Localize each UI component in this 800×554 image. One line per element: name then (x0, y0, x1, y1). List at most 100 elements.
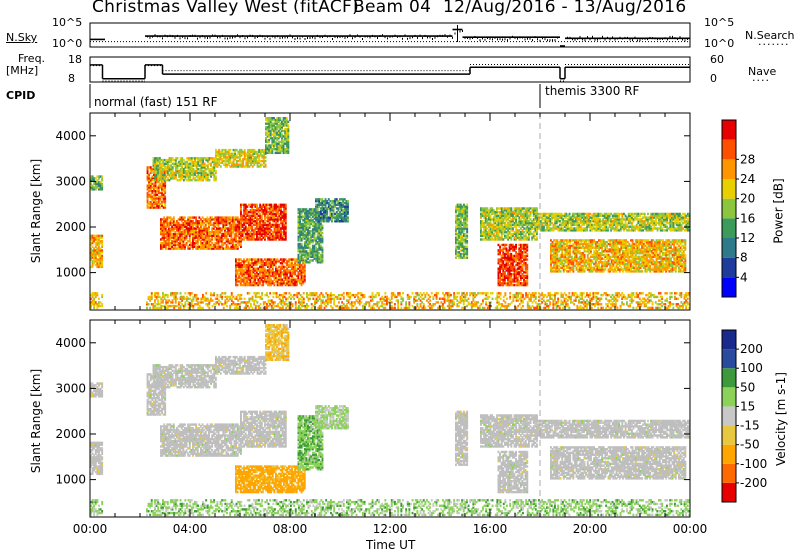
power-cell (251, 148, 254, 152)
power-cell (343, 209, 346, 212)
power-cell (291, 260, 293, 263)
power-cell (254, 221, 257, 225)
power-cell (318, 228, 321, 231)
power-cell (259, 212, 262, 216)
power-cell (335, 198, 338, 201)
power-cell (277, 151, 280, 155)
power-cell (244, 271, 247, 274)
power-cell (315, 237, 317, 240)
power-cell (307, 210, 309, 213)
power-cell (289, 283, 292, 287)
power-cell (263, 156, 265, 159)
power-cell (196, 245, 199, 248)
power-cell (278, 272, 281, 276)
power-cell (315, 250, 317, 253)
power-cell (292, 283, 295, 287)
power-cell (148, 186, 151, 189)
power-cell (268, 149, 271, 153)
power-cell (235, 238, 238, 241)
power-cell (232, 158, 235, 161)
power-cell (193, 227, 196, 230)
power-cell (267, 269, 269, 272)
power-cell (313, 222, 316, 226)
power-cell (253, 159, 256, 163)
power-cell (260, 234, 263, 238)
power-cell (161, 200, 163, 204)
power-cell (146, 188, 149, 191)
power-cell (179, 241, 182, 245)
power-cell (200, 232, 202, 236)
power-cell (193, 241, 196, 245)
power-cell (287, 144, 290, 147)
power-cell (172, 238, 175, 241)
power-cell (213, 173, 216, 176)
power-cell (192, 225, 194, 228)
power-cell (232, 227, 234, 230)
power-cell (198, 216, 201, 219)
power-cell (243, 212, 246, 216)
power-cell (271, 147, 274, 151)
power-cell (315, 251, 317, 255)
power-cell (236, 245, 239, 248)
power-cell (262, 229, 265, 232)
power-cell (211, 157, 214, 160)
power-cell (234, 154, 237, 157)
power-cell (193, 216, 196, 219)
power-cell (246, 280, 249, 283)
power-cell (263, 165, 265, 168)
power-cell (279, 135, 282, 138)
power-cell (283, 214, 286, 217)
power-cell (247, 278, 250, 281)
power-cell (221, 148, 224, 152)
power-cell (455, 218, 457, 221)
power-cell (313, 213, 316, 217)
power-cell (285, 137, 288, 140)
power-cell (230, 241, 233, 245)
power-cell (278, 212, 281, 216)
power-cell (166, 225, 169, 228)
power-cell (292, 280, 295, 283)
power-cell (196, 221, 199, 225)
power-cell (279, 144, 282, 147)
power-cell (318, 248, 321, 251)
power-cell (240, 232, 242, 236)
power-cell (243, 229, 246, 232)
power-cell (164, 247, 167, 250)
power-cell (190, 221, 193, 225)
power-cell (259, 258, 261, 261)
power-cell (264, 236, 266, 239)
power-cell (300, 272, 303, 276)
power-cell (455, 210, 457, 214)
power-cell (247, 258, 250, 261)
power-cell (153, 177, 155, 180)
power-cell (247, 271, 250, 274)
power-cell (195, 230, 198, 234)
power-cell (263, 158, 265, 161)
power-cell (276, 124, 279, 127)
power-cell (340, 216, 343, 219)
power-cell (285, 151, 288, 155)
power-cell (98, 260, 100, 263)
power-cell (162, 193, 165, 196)
power-cell (262, 210, 265, 214)
power-cell (173, 173, 176, 176)
power-cell (318, 220, 321, 223)
nsearch-tick-bottom: 10^0 (704, 37, 735, 50)
power-cell (171, 234, 174, 238)
power-cell (166, 234, 169, 238)
power-cell (255, 261, 258, 265)
power-cell (90, 184, 92, 187)
power-cell (326, 210, 329, 214)
power-cell (160, 168, 163, 171)
power-cell (270, 236, 273, 239)
power-cell (308, 250, 311, 253)
power-cell (163, 227, 166, 230)
power-cell (249, 205, 252, 208)
power-cell (258, 161, 261, 165)
power-cell (332, 203, 335, 207)
power-cell (327, 203, 330, 207)
power-cell (210, 175, 212, 178)
power-cell (287, 140, 290, 144)
power-cell (343, 198, 346, 201)
power-cell (161, 195, 163, 198)
